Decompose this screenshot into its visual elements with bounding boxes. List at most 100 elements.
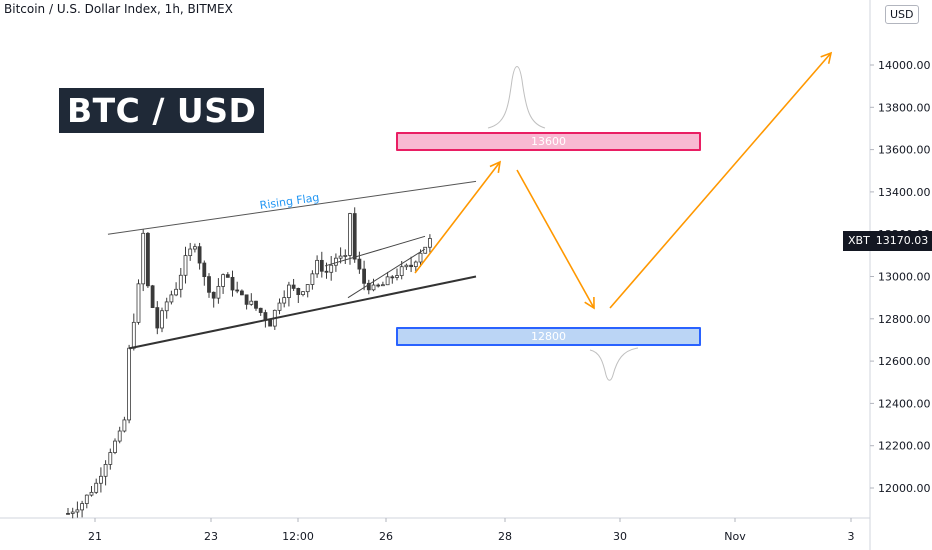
x-tick-label: 12:00 bbox=[282, 530, 314, 543]
candle-body bbox=[183, 255, 188, 276]
candle-body bbox=[352, 213, 357, 260]
candle-body bbox=[376, 284, 381, 287]
candle-body bbox=[84, 494, 89, 504]
candle-body bbox=[174, 288, 179, 296]
projection-arrowhead bbox=[584, 296, 595, 310]
candle-body bbox=[244, 294, 249, 305]
candle-body bbox=[99, 475, 103, 484]
flag-upper-line bbox=[107, 180, 477, 235]
candle-body bbox=[427, 238, 432, 248]
candle-body bbox=[249, 300, 254, 305]
x-tick-label: 21 bbox=[88, 530, 102, 543]
candle-body bbox=[192, 246, 197, 250]
candle-body bbox=[404, 264, 409, 268]
candle-body bbox=[395, 275, 399, 278]
candle-body bbox=[343, 255, 348, 257]
candle-body bbox=[324, 270, 329, 273]
candle-body bbox=[117, 430, 122, 442]
symbol-header: Bitcoin / U.S. Dollar Index, 1h, BITMEX bbox=[4, 2, 233, 16]
candle-body bbox=[282, 297, 287, 304]
x-tick-label: 30 bbox=[613, 530, 627, 543]
candle-body bbox=[169, 294, 174, 303]
candle-body bbox=[216, 285, 221, 299]
candle-body bbox=[338, 255, 343, 259]
candle-body bbox=[409, 264, 414, 268]
y-tick-label: 14000.00 bbox=[878, 59, 931, 72]
candle-body bbox=[305, 284, 310, 293]
candle-body bbox=[113, 440, 117, 453]
y-tick-label: 12600.00 bbox=[878, 355, 931, 368]
candle-body bbox=[103, 464, 108, 477]
candle-body bbox=[310, 273, 315, 285]
candle-body bbox=[357, 258, 362, 270]
candle-body bbox=[258, 307, 263, 313]
candle-body bbox=[366, 282, 371, 291]
candle-body bbox=[131, 321, 136, 349]
candle-body bbox=[155, 307, 160, 329]
y-tick-label: 12400.00 bbox=[878, 397, 931, 410]
candle-body bbox=[207, 276, 211, 293]
candle-body bbox=[160, 310, 164, 329]
currency-selector[interactable]: USD bbox=[885, 5, 919, 24]
candle-body bbox=[221, 274, 226, 287]
projection-arrow-line bbox=[414, 161, 501, 274]
candle-body bbox=[390, 276, 395, 279]
candle-body bbox=[127, 347, 131, 421]
candle-body bbox=[80, 503, 84, 511]
candle-body bbox=[178, 274, 183, 290]
candle-body bbox=[291, 284, 296, 289]
x-tick-label: 23 bbox=[204, 530, 218, 543]
candle-body bbox=[286, 284, 291, 298]
candle-body bbox=[319, 259, 324, 272]
candle-body bbox=[333, 257, 338, 266]
candle-body bbox=[122, 419, 127, 432]
last-price-value: 13170.03 bbox=[872, 231, 932, 251]
candle-body bbox=[197, 246, 202, 264]
candle-body bbox=[254, 300, 258, 309]
candle-body bbox=[150, 285, 155, 308]
candle-body bbox=[301, 291, 305, 296]
x-tick-label: 28 bbox=[498, 530, 512, 543]
y-tick-label: 13400.00 bbox=[878, 186, 931, 199]
projection-arrowhead bbox=[820, 51, 833, 64]
y-tick-label: 12000.00 bbox=[878, 482, 931, 495]
rising-flag-label: Rising Flag bbox=[259, 191, 320, 212]
candle-body bbox=[329, 264, 334, 273]
y-tick-label: 12800.00 bbox=[878, 313, 931, 326]
candle-body bbox=[141, 232, 146, 285]
title-badge: BTC / USD bbox=[59, 88, 265, 133]
last-price-symbol: XBT bbox=[843, 231, 875, 251]
candle-body bbox=[385, 276, 390, 286]
candle-body bbox=[362, 268, 367, 284]
candle-body bbox=[348, 213, 352, 256]
candle-body bbox=[315, 259, 320, 275]
candle-body bbox=[211, 291, 216, 299]
candle-body bbox=[296, 288, 301, 296]
target-zone-upper: 13600 bbox=[396, 132, 701, 151]
candle-body bbox=[380, 284, 385, 287]
projection-arrow-line bbox=[609, 52, 832, 309]
wedge-upper-line bbox=[324, 235, 426, 267]
candle-body bbox=[413, 261, 418, 268]
y-tick-label: 13800.00 bbox=[878, 101, 931, 114]
candle-body bbox=[136, 283, 141, 323]
flag-lower-line bbox=[128, 275, 477, 350]
candle-body bbox=[263, 312, 268, 321]
candle-body bbox=[75, 509, 80, 513]
y-tick-label: 13000.00 bbox=[878, 271, 931, 284]
candle-body bbox=[188, 248, 193, 257]
candle-body bbox=[239, 290, 244, 296]
candle-body bbox=[225, 274, 230, 278]
candle-body bbox=[94, 482, 99, 493]
candle-body bbox=[235, 289, 240, 292]
projection-arrow-line bbox=[516, 169, 595, 309]
candle-body bbox=[268, 319, 273, 327]
candle-body bbox=[423, 246, 428, 254]
candle-body bbox=[164, 301, 169, 312]
candle-body bbox=[108, 452, 113, 465]
x-tick-label: Nov bbox=[724, 530, 746, 543]
target-zone-lower: 12800 bbox=[396, 327, 701, 346]
candle-body bbox=[418, 252, 423, 263]
candle-body bbox=[230, 276, 235, 291]
